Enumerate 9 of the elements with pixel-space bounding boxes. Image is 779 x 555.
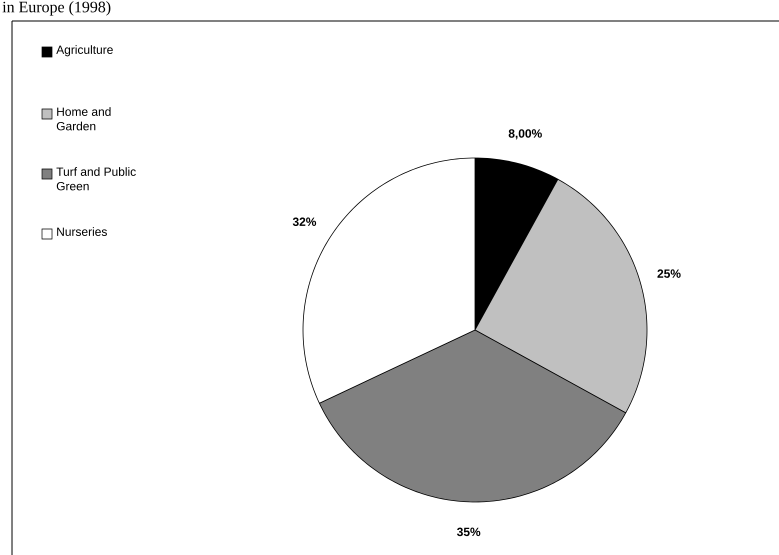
data-label: 25% bbox=[657, 269, 681, 278]
legend-label: Agriculture bbox=[56, 45, 113, 56]
legend-label: Home and Garden bbox=[56, 107, 111, 130]
legend-label: Nurseries bbox=[57, 227, 107, 236]
data-label: 35% bbox=[456, 528, 480, 536]
data-label: 8,00% bbox=[508, 129, 542, 140]
chart-title: in Europe (1998) bbox=[2, 1, 110, 16]
legend-label: Turf and Public Green bbox=[56, 167, 136, 190]
data-label: 32% bbox=[292, 218, 316, 226]
